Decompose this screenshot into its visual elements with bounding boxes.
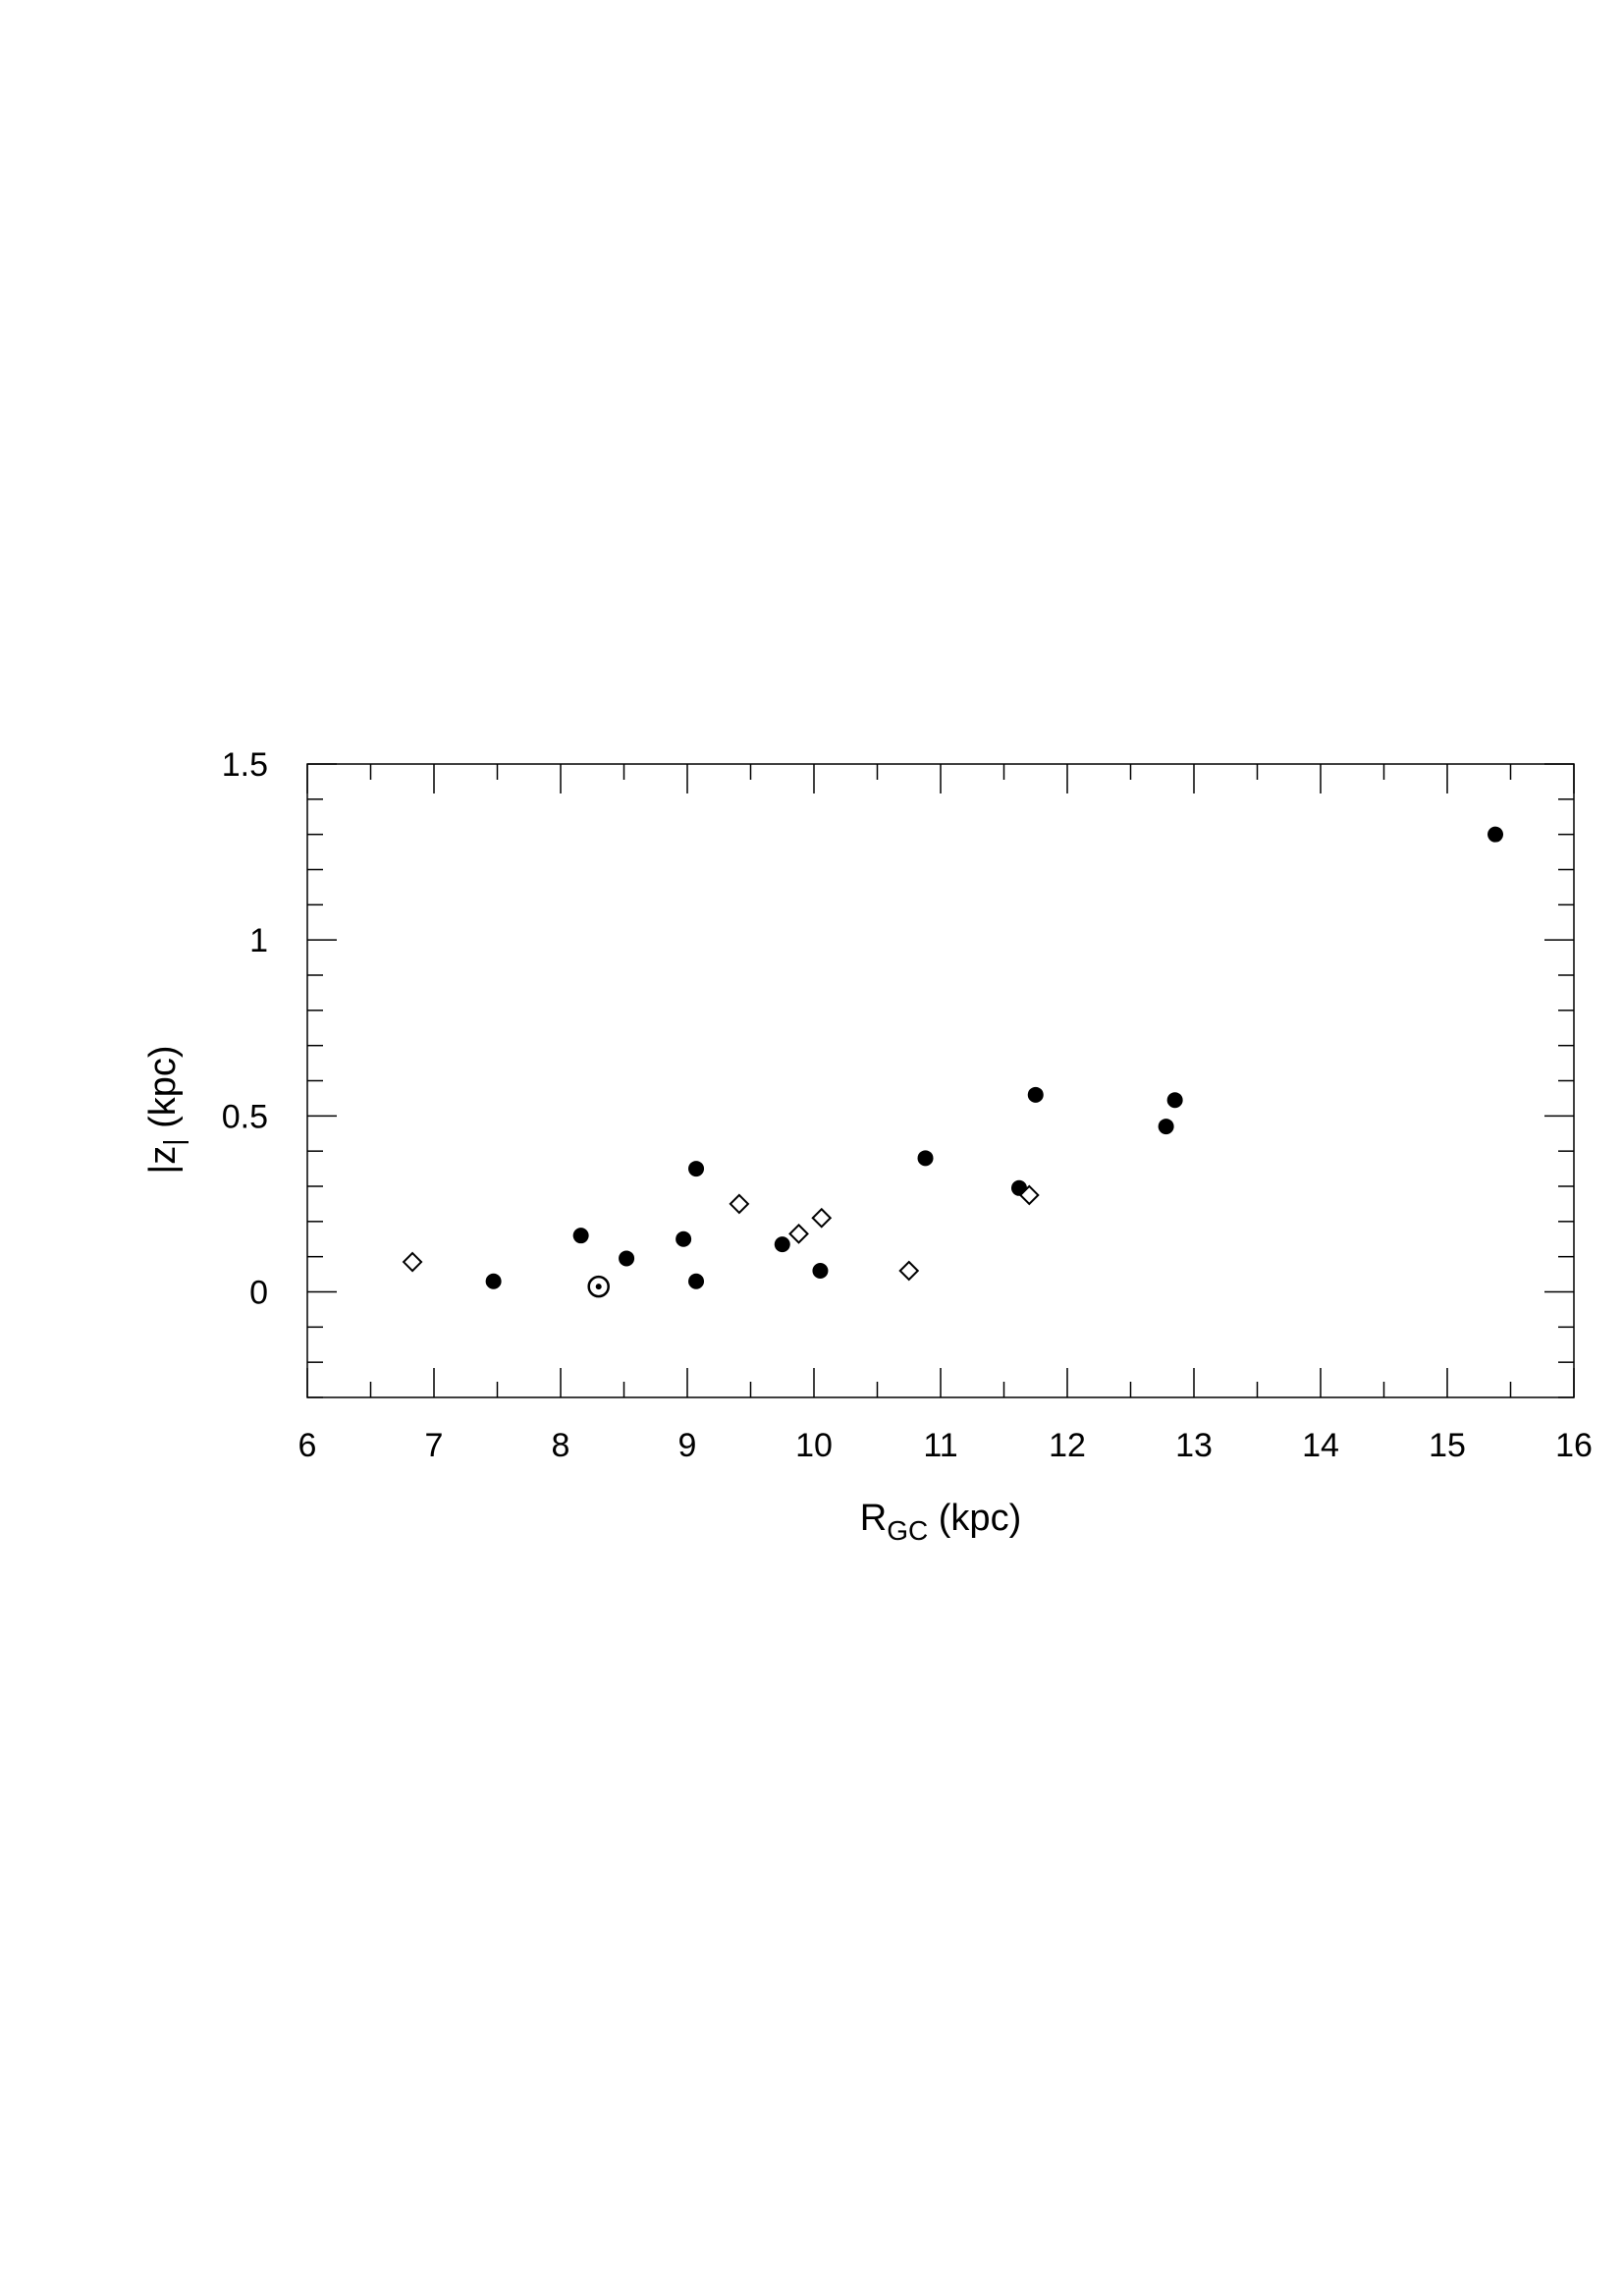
filled-circle-point (1158, 1119, 1174, 1135)
x-tick-label: 9 (678, 1427, 697, 1464)
filled-circle-point (774, 1236, 790, 1253)
x-tick-label: 14 (1302, 1427, 1339, 1464)
y-tick-label: 1.5 (222, 746, 268, 784)
x-tick-label: 6 (298, 1427, 317, 1464)
filled-circle-point (619, 1250, 635, 1267)
open-diamond-point (402, 1251, 423, 1273)
x-axis-title: RGC (kpc) (860, 1498, 1021, 1546)
x-tick-label: 16 (1555, 1427, 1593, 1464)
filled-circle-point (688, 1273, 705, 1289)
filled-circle-point (1027, 1086, 1044, 1103)
x-tick-label: 13 (1175, 1427, 1213, 1464)
filled-circle-point (1166, 1092, 1183, 1109)
filled-circle-point (812, 1263, 829, 1279)
open-diamond-point (898, 1260, 920, 1282)
y-tick-label: 0 (249, 1275, 268, 1312)
data-points (402, 826, 1504, 1298)
y-axis-title: |z| (kpc) (142, 1045, 189, 1174)
y-tick-label: 0.5 (222, 1098, 268, 1135)
y-tick-label: 1 (249, 922, 268, 959)
x-tick-label: 15 (1429, 1427, 1466, 1464)
filled-circle-point (1488, 826, 1504, 843)
x-tick-label: 7 (425, 1427, 444, 1464)
plot-frame (306, 763, 1575, 1398)
open-diamond-point (1018, 1184, 1040, 1206)
filled-circle-point (485, 1273, 502, 1289)
axis-ticks (306, 763, 1575, 1398)
x-tick-labels: 6 7 8 9 10 11 12 13 14 15 16 (298, 1427, 1593, 1464)
x-tick-label: 10 (795, 1427, 833, 1464)
sun-symbol-dot (595, 1284, 602, 1290)
filled-circle-point (917, 1150, 934, 1167)
y-tick-labels: 0 0.5 1 1.5 (222, 746, 268, 1312)
open-diamond-point (811, 1207, 833, 1229)
open-diamond-point (788, 1223, 809, 1244)
open-diamond-point (729, 1193, 750, 1215)
x-tick-label: 8 (552, 1427, 570, 1464)
x-tick-label: 11 (923, 1427, 957, 1464)
filled-circle-point (688, 1161, 705, 1177)
filled-circle-point (676, 1230, 692, 1247)
x-tick-label: 12 (1049, 1427, 1086, 1464)
filled-circle-point (572, 1228, 589, 1244)
sun-symbol-point (587, 1275, 610, 1298)
